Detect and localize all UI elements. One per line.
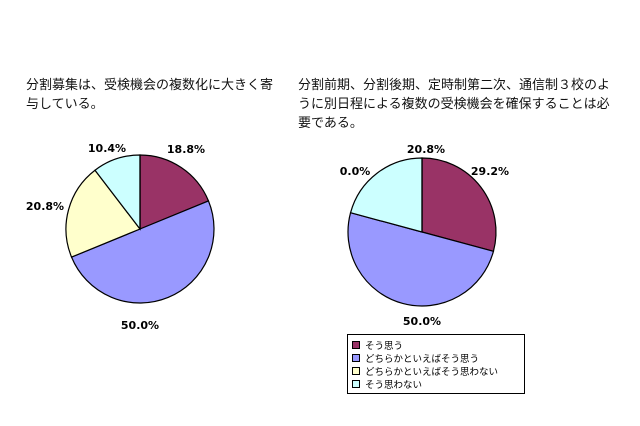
slice-dochiraka-so-omou: [347, 211, 495, 307]
pie-chart-1: 18.8% 50.0% 20.8% 10.4%: [26, 142, 215, 332]
slice-percent-label: 20.8%: [26, 200, 64, 213]
legend-label: そう思う: [365, 340, 404, 352]
slice-so-omou: [139, 154, 210, 230]
slice-percent-label: 18.8%: [167, 143, 205, 156]
chart-legend: そう思う どちらかといえばそう思う どちらかといえばそう思わない そう思わない: [347, 334, 525, 394]
pie-chart-2: 29.2% 50.0% 0.0% 20.8%: [340, 143, 509, 328]
legend-swatch: [352, 379, 360, 388]
legend-item-dochiraka-so-omowanai: どちらかといえばそう思わない: [352, 364, 520, 378]
legend-label: そう思わない: [365, 379, 423, 391]
slice-so-omou: [421, 157, 497, 253]
legend-label: どちらかといえばそう思う: [365, 353, 480, 365]
chart-2-question: 分割前期、分割後期、定時制第二次、通信制３校のように別日程による複数の受検機会を…: [298, 78, 611, 131]
legend-swatch: [352, 340, 360, 349]
legend-item-so-omou: そう思う: [352, 338, 520, 352]
slice-percent-label: 10.4%: [88, 142, 126, 155]
slice-percent-label: 50.0%: [121, 319, 159, 332]
slice-percent-label: 50.0%: [403, 315, 441, 328]
legend-label: どちらかといえばそう思わない: [365, 366, 499, 378]
legend-item-so-omowanai: そう思わない: [352, 377, 520, 391]
slice-percent-label: 0.0%: [340, 165, 371, 178]
slice-percent-label: 20.8%: [407, 143, 445, 156]
slice-dochiraka-so-omou: [70, 200, 215, 304]
slice-percent-label: 29.2%: [471, 165, 509, 178]
legend-swatch: [352, 353, 360, 362]
legend-item-dochiraka-so-omou: どちらかといえばそう思う: [352, 351, 520, 365]
chart-1-question: 分割募集は、受検機会の複数化に大きく寄与している。: [26, 78, 274, 112]
slice-dochiraka-so-omowanai: [65, 169, 141, 258]
legend-swatch: [352, 366, 360, 375]
slice-so-omowanai: [349, 157, 423, 233]
